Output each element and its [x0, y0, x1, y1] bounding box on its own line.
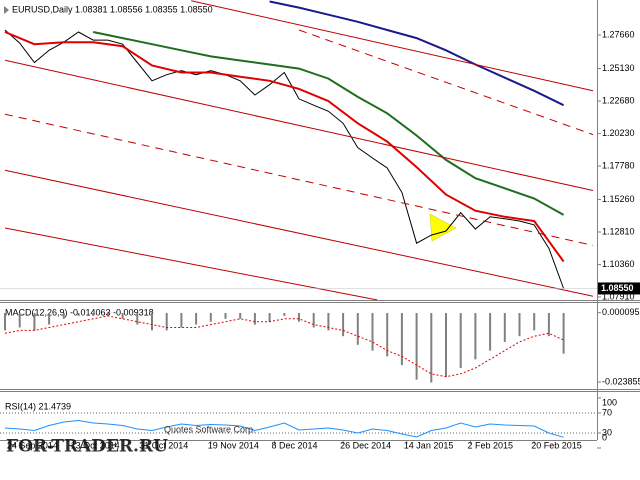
- y-tick-label: 1.22680: [602, 95, 635, 105]
- watermark: FOR-TRADER.RU: [6, 437, 168, 457]
- series-line: [4, 227, 378, 301]
- series-line: [4, 31, 565, 263]
- y-tick-label: 1.27660: [602, 29, 635, 39]
- copyright: Quotes Software Corp.: [164, 424, 256, 434]
- panel-title: MACD(12,26,9) -0.014063 -0.009318: [5, 307, 154, 317]
- x-tick-label: 14 Jan 2015: [404, 440, 454, 450]
- series-line: [4, 169, 594, 297]
- y-tick-label: 1.07910: [602, 291, 635, 301]
- y-tick-label: 70: [602, 407, 612, 417]
- y-tick-label: 1.10360: [602, 259, 635, 269]
- series-line: [191, 0, 594, 92]
- triangle-drawing: [429, 213, 457, 242]
- y-tick-label: 0: [602, 432, 607, 442]
- y-tick-label: 1.15260: [602, 194, 635, 204]
- x-tick-label: 24 Sep 2014: [7, 440, 58, 450]
- y-tick-label: 1.17780: [602, 160, 635, 170]
- series-line: [269, 0, 565, 107]
- x-tick-label: 26 Dec 2014: [340, 440, 391, 450]
- y-tick-label: 1.12810: [602, 226, 635, 236]
- y-tick-label: 1.20230: [602, 128, 635, 138]
- x-tick-label: 31 Oct 2014: [139, 440, 188, 450]
- x-tick-label: 19 Nov 2014: [208, 440, 259, 450]
- last-price-label: 1.08550: [601, 283, 634, 293]
- series-line: [4, 29, 565, 289]
- panel-title: RSI(14) 21.4739: [5, 401, 71, 411]
- x-tick-label: 8 Dec 2014: [272, 440, 318, 450]
- chart-icon: [4, 6, 9, 14]
- panel-title: EURUSD,Daily 1.08381 1.08556 1.08355 1.0…: [12, 4, 213, 14]
- series-line: [4, 419, 564, 438]
- series-line: [4, 113, 594, 246]
- last-price-box: [598, 282, 640, 295]
- x-tick-label: 2 Feb 2015: [468, 440, 514, 450]
- y-tick-label: 100: [602, 397, 617, 407]
- series-line: [298, 29, 594, 136]
- x-tick-label: 20 Feb 2015: [531, 440, 582, 450]
- series-line: [92, 31, 565, 216]
- x-tick-label: 13 Oct 2014: [71, 440, 120, 450]
- series-line: [4, 59, 594, 191]
- y-tick-label: 0.000095: [602, 307, 640, 317]
- y-tick-label: 30: [602, 427, 612, 437]
- y-tick-label: 1.25130: [602, 63, 635, 73]
- y-tick-label: -0.023855: [602, 376, 640, 386]
